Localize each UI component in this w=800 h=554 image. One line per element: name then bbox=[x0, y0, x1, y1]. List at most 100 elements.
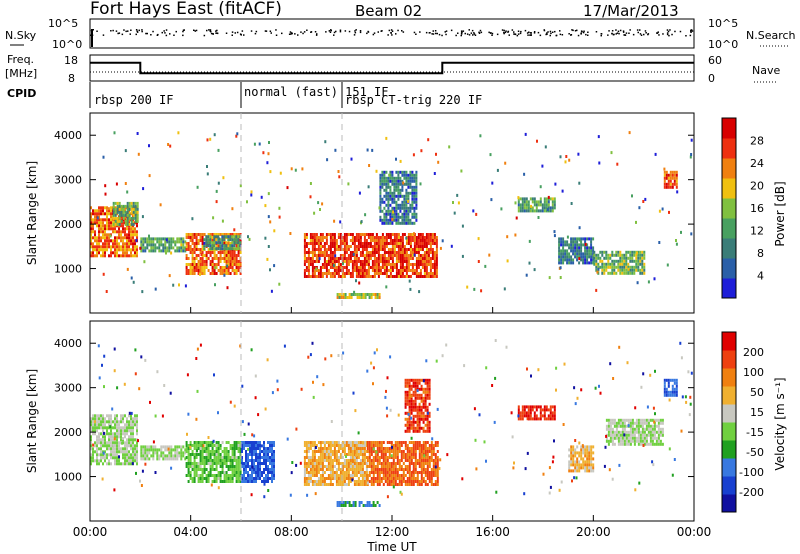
heatmap-cell bbox=[574, 240, 577, 244]
heatmap-cell bbox=[203, 254, 206, 257]
heatmap-cell bbox=[257, 471, 259, 474]
heatmap-cell bbox=[415, 275, 418, 278]
noise-dot bbox=[632, 33, 635, 36]
heatmap-cell bbox=[639, 250, 642, 254]
heatmap-cell bbox=[271, 444, 273, 447]
heatmap-cell bbox=[387, 212, 390, 216]
heatmap-cell bbox=[187, 480, 190, 483]
heatmap-cell bbox=[363, 477, 366, 480]
heatmap-cell bbox=[269, 441, 271, 444]
heatmap-cell bbox=[611, 262, 614, 266]
heatmap-cell bbox=[568, 252, 571, 256]
heatmap-cell bbox=[566, 255, 569, 259]
heatmap-cell bbox=[378, 462, 381, 465]
heatmap-cell bbox=[176, 457, 179, 461]
heatmap-cell bbox=[400, 453, 403, 456]
heatmap-cell bbox=[273, 441, 275, 444]
heatmap-cell bbox=[401, 218, 404, 222]
noise-dot bbox=[546, 33, 548, 35]
heatmap-cell bbox=[383, 182, 386, 186]
heatmap-cell bbox=[432, 453, 435, 456]
heatmap-cell bbox=[201, 242, 204, 245]
heatmap-cell bbox=[371, 266, 374, 269]
heatmap-cell bbox=[408, 480, 411, 483]
heatmap-cell bbox=[207, 471, 210, 474]
noise-dot bbox=[619, 29, 622, 32]
heatmap-cell bbox=[355, 468, 358, 471]
heatmap-cell bbox=[393, 200, 396, 204]
heatmap-cell bbox=[411, 251, 414, 254]
heatmap-cell bbox=[387, 233, 390, 236]
heatmap-cell bbox=[389, 203, 392, 207]
heatmap-cell bbox=[405, 275, 408, 278]
heatmap-cell bbox=[112, 216, 115, 220]
heatmap-cell bbox=[201, 254, 204, 257]
noise-left-tick-bottom: 10^0 bbox=[52, 38, 82, 51]
heatmap-cell bbox=[399, 251, 402, 254]
heatmap-cell bbox=[412, 405, 415, 409]
heatmap-cell bbox=[368, 447, 371, 450]
heatmap-cell bbox=[201, 257, 204, 260]
heatmap-cell bbox=[305, 453, 308, 456]
heatmap-cell bbox=[313, 248, 316, 251]
heatmap-cell bbox=[378, 447, 381, 450]
heatmap-cell bbox=[412, 456, 415, 459]
heatmap-cell bbox=[367, 242, 370, 245]
heatmap-cell bbox=[386, 462, 389, 465]
heatmap-scatter-cell bbox=[541, 164, 544, 168]
heatmap-cell bbox=[420, 468, 423, 471]
heatmap-cell bbox=[207, 251, 210, 254]
heatmap-cell bbox=[592, 252, 595, 256]
heatmap-cell bbox=[229, 465, 232, 468]
heatmap-cell bbox=[94, 414, 96, 418]
heatmap-cell bbox=[227, 474, 230, 477]
heatmap-cell bbox=[663, 170, 666, 174]
heatmap-cell bbox=[395, 218, 398, 222]
heatmap-cell bbox=[106, 212, 108, 216]
heatmap-scatter-cell bbox=[324, 140, 327, 144]
noise-dot bbox=[289, 31, 292, 33]
heatmap-cell bbox=[313, 453, 316, 456]
heatmap-cell bbox=[118, 429, 120, 433]
heatmap-cell bbox=[403, 218, 406, 222]
heatmap-cell bbox=[321, 459, 324, 462]
heatmap-cell bbox=[327, 465, 330, 468]
heatmap-cell bbox=[215, 241, 218, 245]
heatmap-scatter-cell bbox=[561, 189, 564, 193]
heatmap-cell bbox=[382, 471, 385, 474]
noise-dot bbox=[329, 31, 332, 33]
heatmap-cell bbox=[341, 480, 344, 483]
heatmap-cell bbox=[547, 200, 550, 204]
heatmap-cell bbox=[100, 441, 102, 445]
heatmap-cell bbox=[319, 233, 322, 236]
heatmap-cell bbox=[191, 462, 194, 465]
heatmap-cell bbox=[162, 243, 165, 247]
heatmap-cell bbox=[130, 242, 132, 246]
heatmap-cell bbox=[418, 465, 421, 468]
heatmap-cell bbox=[394, 480, 397, 483]
heatmap-cell bbox=[637, 262, 640, 266]
heatmap-cell bbox=[667, 185, 670, 189]
heatmap-scatter-cell bbox=[559, 266, 562, 270]
heatmap-cell bbox=[675, 176, 678, 180]
noise-dot bbox=[667, 30, 670, 33]
heatmap-scatter-cell bbox=[644, 197, 647, 201]
heatmap-cell bbox=[436, 480, 439, 483]
heatmap-cell bbox=[193, 462, 196, 465]
heatmap-cell bbox=[144, 454, 147, 458]
heatmap-cell bbox=[118, 204, 121, 208]
noise-dot bbox=[657, 31, 659, 33]
heatmap-cell bbox=[401, 275, 404, 278]
heatmap-cell bbox=[402, 456, 405, 459]
heatmap-cell bbox=[162, 445, 165, 449]
heatmap-cell bbox=[231, 263, 234, 266]
heatmap-cell bbox=[193, 477, 196, 480]
heatmap-cell bbox=[257, 468, 259, 471]
heatmap-cell bbox=[633, 268, 636, 272]
heatmap-cell bbox=[253, 465, 255, 468]
heatmap-cell bbox=[134, 254, 136, 258]
heatmap-cell bbox=[385, 197, 388, 201]
heatmap-cell bbox=[114, 456, 116, 460]
heatmap-cell bbox=[112, 227, 114, 231]
heatmap-cell bbox=[100, 212, 102, 216]
